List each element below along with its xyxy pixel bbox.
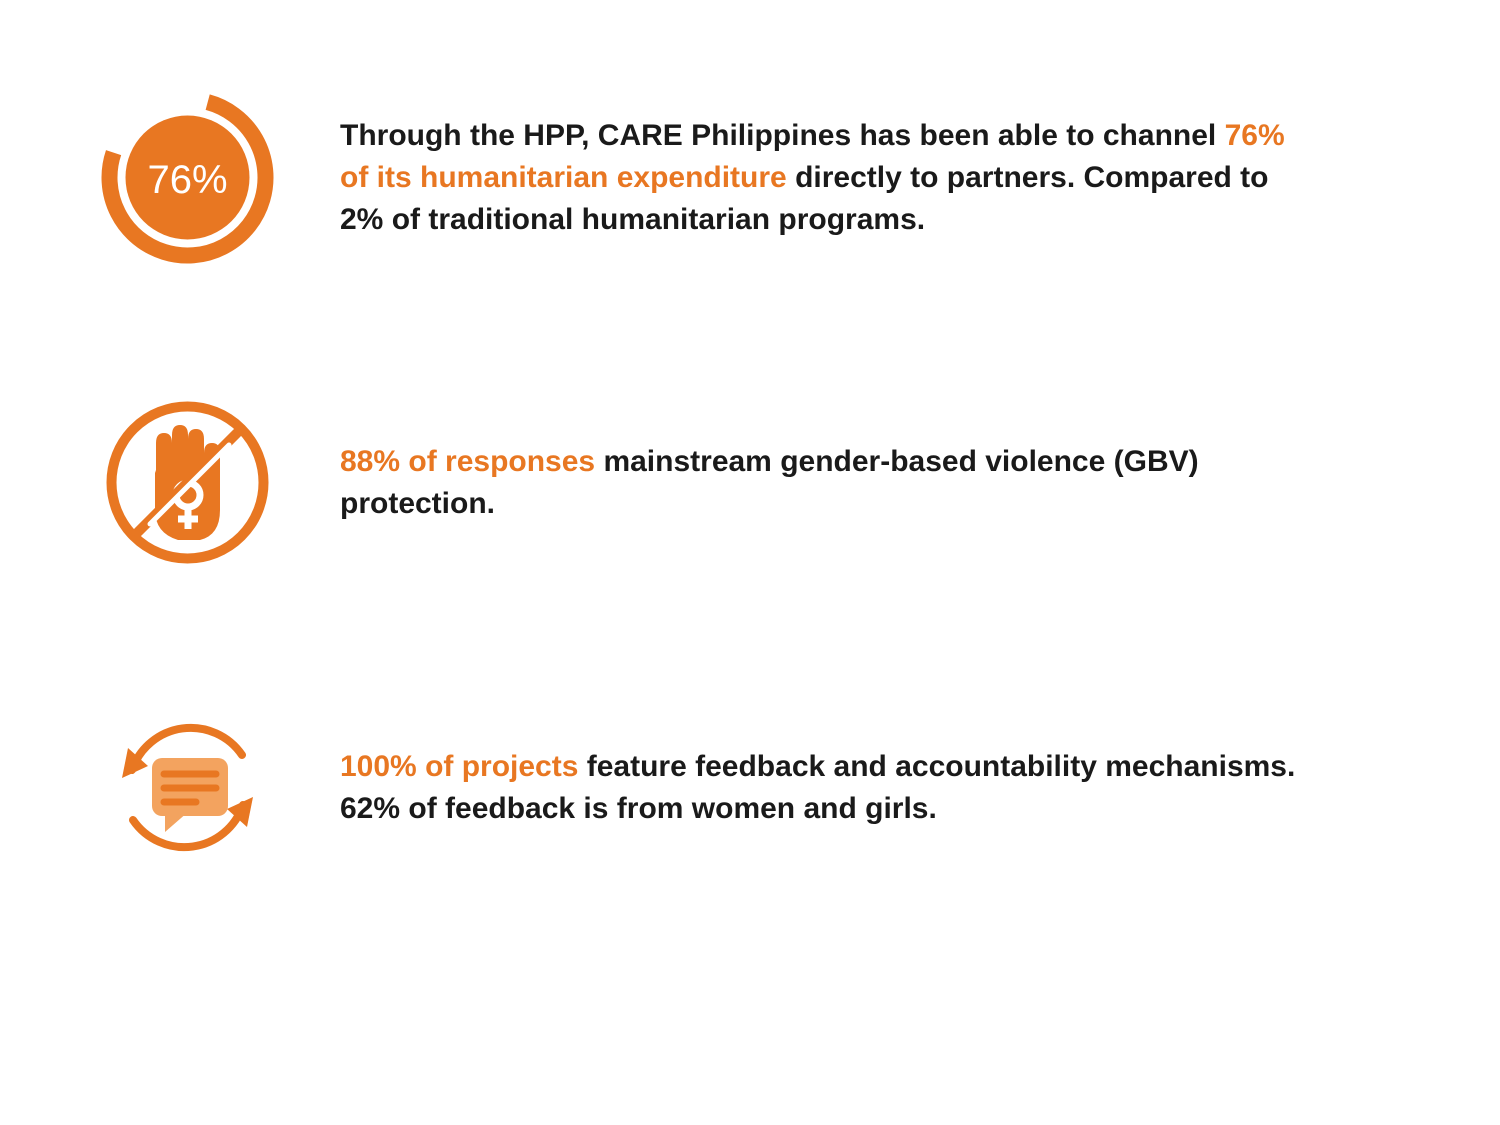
feedback-icon <box>100 700 320 875</box>
stat-text-gbv: 88% of responses mainstream gender-based… <box>320 441 1380 525</box>
gbv-icon <box>100 395 320 570</box>
donut-icon: 76% <box>100 90 320 265</box>
stat-text-feedback: 100% of projects feature feedback and ac… <box>320 746 1380 830</box>
donut-label: 76% <box>147 158 227 202</box>
stat-row-expenditure: 76% Through the HPP, CARE Philippines ha… <box>100 90 1380 265</box>
stat-text-expenditure: Through the HPP, CARE Philippines has be… <box>320 115 1380 241</box>
stat-row-feedback: 100% of projects feature feedback and ac… <box>100 700 1380 875</box>
stat-row-gbv: 88% of responses mainstream gender-based… <box>100 395 1380 570</box>
